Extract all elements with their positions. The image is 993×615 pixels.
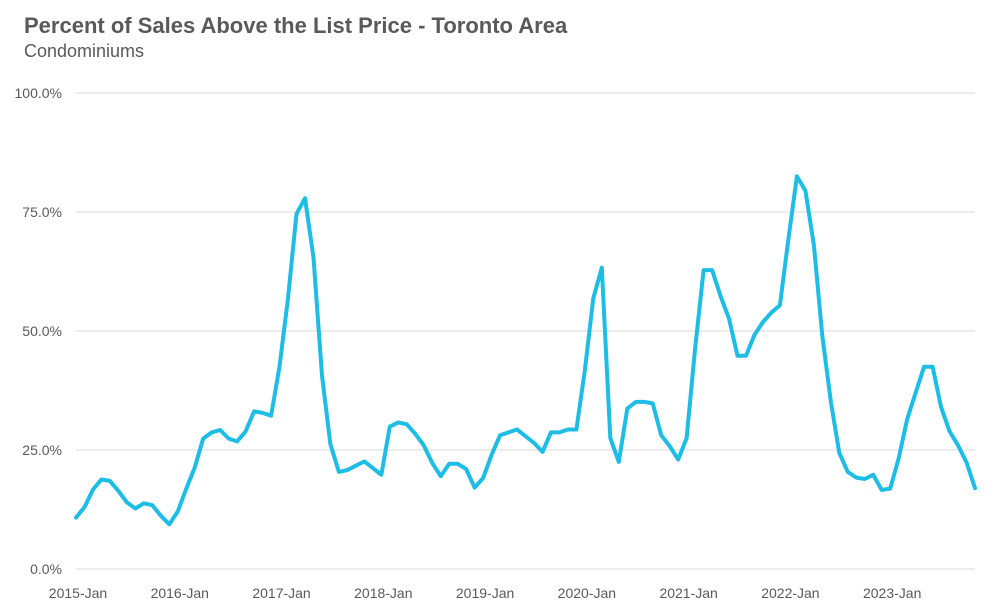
series-line	[74, 174, 977, 527]
x-tick-label: 2019-Jan	[456, 585, 514, 601]
series-lines	[74, 174, 977, 527]
x-tick-label: 2021-Jan	[659, 585, 717, 601]
chart-subtitle: Condominiums	[24, 41, 145, 61]
x-tick-label: 2023-Jan	[863, 585, 921, 601]
gridlines	[76, 92, 975, 570]
x-tick-label: 2016-Jan	[151, 585, 209, 601]
x-tick-label: 2018-Jan	[354, 585, 412, 601]
x-tick-label: 2017-Jan	[252, 585, 310, 601]
y-tick-label: 25.0%	[22, 442, 62, 458]
y-tick-label: 50.0%	[22, 323, 62, 339]
y-tick-label: 100.0%	[15, 85, 62, 101]
x-tick-label: 2022-Jan	[761, 585, 819, 601]
y-axis-ticks: 0.0% 25.0% 50.0% 75.0% 100.0%	[15, 85, 62, 577]
x-tick-label: 2015-Jan	[49, 585, 107, 601]
y-tick-label: 75.0%	[22, 204, 62, 220]
x-tick-label: 2020-Jan	[558, 585, 616, 601]
y-tick-label: 0.0%	[30, 561, 62, 577]
chart-title: Percent of Sales Above the List Price - …	[24, 13, 568, 38]
x-axis-ticks: 2015-Jan 2016-Jan 2017-Jan 2018-Jan 2019-Jan…	[49, 585, 922, 601]
